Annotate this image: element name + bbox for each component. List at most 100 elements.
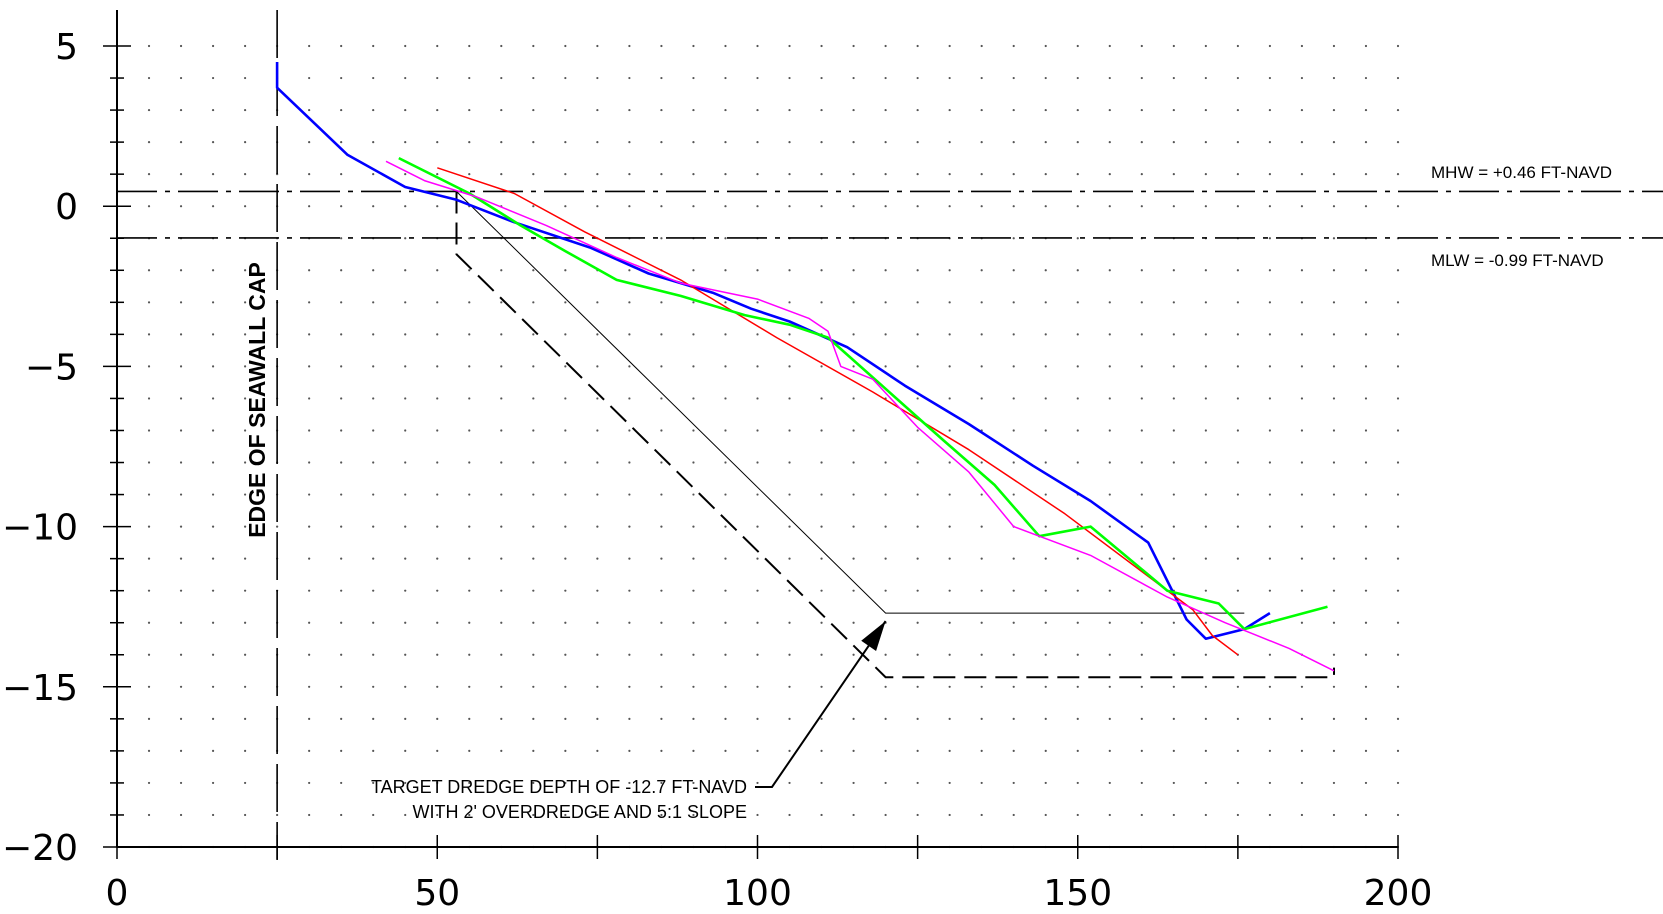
grid-dot bbox=[852, 205, 855, 208]
grid-dot bbox=[596, 589, 599, 592]
grid-dot bbox=[308, 717, 311, 720]
grid-dot bbox=[1076, 429, 1079, 432]
grid-dot bbox=[1076, 141, 1079, 144]
grid-dot bbox=[1332, 269, 1336, 272]
grid-dot bbox=[211, 557, 215, 560]
grid-dot bbox=[1012, 653, 1015, 656]
grid-dot bbox=[564, 429, 567, 432]
grid-dot bbox=[692, 525, 695, 528]
grid-dot bbox=[372, 813, 375, 817]
grid-dot bbox=[1332, 525, 1336, 528]
grid-dot bbox=[372, 173, 375, 176]
grid-dot bbox=[724, 749, 727, 752]
grid-dot bbox=[1044, 141, 1047, 144]
grid-dot bbox=[1204, 205, 1207, 208]
grid-dot bbox=[179, 333, 183, 336]
grid-dot bbox=[147, 685, 151, 688]
grid-dot bbox=[788, 717, 791, 720]
grid-dot bbox=[211, 44, 215, 48]
dredge-templates bbox=[455, 191, 1335, 679]
grid-dot bbox=[660, 173, 663, 176]
grid-dot bbox=[308, 813, 311, 817]
grid-dot bbox=[692, 557, 695, 560]
grid-dot bbox=[404, 365, 407, 368]
grid-dot bbox=[276, 813, 279, 817]
grid-dot bbox=[660, 461, 663, 464]
grid-dot bbox=[468, 429, 471, 432]
grid-dot bbox=[948, 813, 951, 817]
grid-dot bbox=[1076, 397, 1079, 400]
grid-dot bbox=[884, 653, 887, 656]
grid-dot bbox=[404, 269, 407, 272]
grid-dot bbox=[211, 621, 215, 624]
grid-dot bbox=[948, 141, 951, 144]
grid-dot bbox=[820, 365, 823, 368]
grid-dot bbox=[1332, 653, 1336, 656]
grid-dot bbox=[724, 525, 727, 528]
grid-dot bbox=[884, 108, 887, 112]
grid-dot bbox=[1236, 141, 1239, 144]
grid-dot bbox=[244, 365, 247, 368]
grid-dot bbox=[147, 461, 151, 464]
grid-dot bbox=[1012, 589, 1015, 592]
grid-dot bbox=[756, 301, 759, 304]
grid-dot bbox=[404, 589, 407, 592]
grid-dot bbox=[916, 589, 919, 592]
grid-dot bbox=[468, 749, 471, 752]
grid-dot bbox=[147, 173, 151, 176]
grid-dot bbox=[820, 205, 823, 208]
grid-dot bbox=[1044, 685, 1047, 688]
grid-dot bbox=[1012, 557, 1015, 560]
grid-dot bbox=[628, 333, 631, 336]
grid-dot bbox=[372, 269, 375, 272]
annotation-leader bbox=[755, 620, 887, 788]
grid-dot bbox=[436, 653, 439, 656]
grid-dot bbox=[884, 333, 887, 336]
grid-dot bbox=[1108, 525, 1111, 528]
grid-dot bbox=[1044, 205, 1047, 208]
grid-dot bbox=[1044, 269, 1047, 272]
grid-dot bbox=[820, 301, 823, 304]
grid-dot bbox=[692, 749, 695, 752]
grid-dot bbox=[1076, 461, 1079, 464]
grid-dot bbox=[1108, 301, 1111, 304]
grid-dot bbox=[372, 333, 375, 336]
grid-dot bbox=[372, 525, 375, 528]
grid-dot bbox=[1204, 269, 1207, 272]
grid-dot bbox=[980, 717, 983, 720]
grid-dot bbox=[1236, 76, 1239, 80]
grid-dot bbox=[724, 44, 727, 48]
grid-dot bbox=[179, 108, 183, 112]
grid-dot bbox=[852, 301, 855, 304]
grid-dot bbox=[147, 76, 151, 80]
grid-dot bbox=[916, 813, 919, 817]
grid-dot bbox=[372, 205, 375, 208]
grid-dot bbox=[852, 365, 855, 368]
grid-dot bbox=[147, 108, 151, 112]
grid-dot bbox=[1268, 333, 1271, 336]
grid-dot bbox=[468, 44, 471, 48]
grid-dot bbox=[211, 461, 215, 464]
grid-dot bbox=[756, 749, 759, 752]
grid-dot bbox=[788, 813, 791, 817]
grid-dot bbox=[1268, 493, 1271, 496]
grid-dot bbox=[532, 76, 535, 80]
grid-dot bbox=[1172, 461, 1175, 464]
grid-dot bbox=[852, 108, 855, 112]
x-tick-label: 200 bbox=[1364, 873, 1433, 914]
grid-dot bbox=[596, 557, 599, 560]
grid-dot bbox=[1300, 397, 1304, 400]
grid-dot bbox=[308, 461, 311, 464]
grid-dot bbox=[179, 781, 183, 785]
grid-dot bbox=[724, 205, 727, 208]
grid-dot bbox=[1236, 589, 1239, 592]
grid-dot bbox=[1204, 685, 1207, 688]
grid-dot bbox=[756, 557, 759, 560]
grid-dot bbox=[468, 76, 471, 80]
grid-dot bbox=[660, 333, 663, 336]
grid-dot bbox=[1300, 141, 1304, 144]
grid-dot bbox=[532, 781, 535, 785]
grid-dot bbox=[564, 813, 567, 817]
grid-dot bbox=[916, 717, 919, 720]
grid-dot bbox=[1172, 749, 1175, 752]
